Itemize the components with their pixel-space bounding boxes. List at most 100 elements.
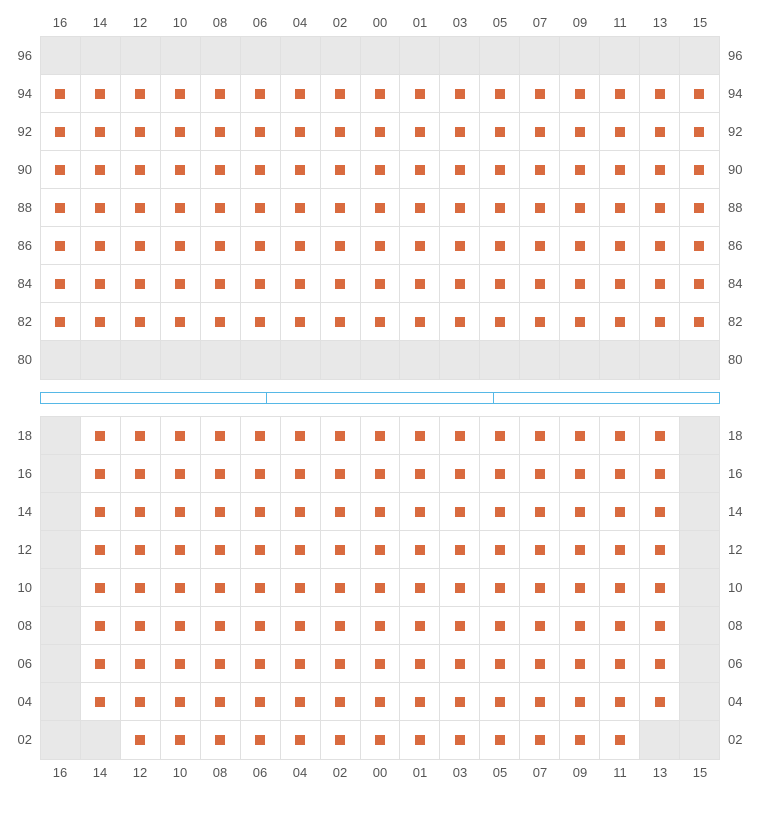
seat-cell[interactable]: [81, 569, 121, 606]
seat-cell[interactable]: [281, 683, 321, 720]
seat-cell[interactable]: [121, 417, 161, 454]
seat-cell[interactable]: [480, 303, 520, 340]
seat-cell[interactable]: [161, 455, 201, 492]
seat-cell[interactable]: [81, 607, 121, 644]
seat-cell[interactable]: [480, 569, 520, 606]
seat-cell[interactable]: [640, 569, 680, 606]
seat-cell[interactable]: [520, 417, 560, 454]
seat-cell[interactable]: [241, 607, 281, 644]
seat-cell[interactable]: [241, 721, 281, 759]
seat-cell[interactable]: [361, 569, 401, 606]
seat-cell[interactable]: [640, 455, 680, 492]
seat-cell[interactable]: [321, 531, 361, 568]
seat-cell[interactable]: [600, 189, 640, 226]
seat-cell[interactable]: [241, 227, 281, 264]
seat-cell[interactable]: [640, 151, 680, 188]
seat-cell[interactable]: [241, 417, 281, 454]
seat-cell[interactable]: [161, 265, 201, 302]
seat-cell[interactable]: [400, 683, 440, 720]
seat-cell[interactable]: [321, 417, 361, 454]
seat-cell[interactable]: [41, 75, 81, 112]
seat-cell[interactable]: [361, 265, 401, 302]
seat-cell[interactable]: [121, 683, 161, 720]
seat-cell[interactable]: [520, 493, 560, 530]
seat-cell[interactable]: [121, 531, 161, 568]
seat-cell[interactable]: [121, 303, 161, 340]
seat-cell[interactable]: [440, 721, 480, 759]
seat-cell[interactable]: [161, 531, 201, 568]
seat-cell[interactable]: [281, 113, 321, 150]
seat-cell[interactable]: [640, 531, 680, 568]
seat-cell[interactable]: [640, 303, 680, 340]
seat-cell[interactable]: [321, 151, 361, 188]
seat-cell[interactable]: [640, 683, 680, 720]
seat-cell[interactable]: [361, 113, 401, 150]
seat-cell[interactable]: [480, 683, 520, 720]
seat-cell[interactable]: [600, 683, 640, 720]
seat-cell[interactable]: [520, 531, 560, 568]
seat-cell[interactable]: [480, 75, 520, 112]
seat-cell[interactable]: [560, 75, 600, 112]
seat-cell[interactable]: [201, 113, 241, 150]
seat-cell[interactable]: [600, 151, 640, 188]
seat-cell[interactable]: [520, 645, 560, 682]
seat-cell[interactable]: [321, 569, 361, 606]
seat-cell[interactable]: [361, 531, 401, 568]
seat-cell[interactable]: [361, 455, 401, 492]
seat-cell[interactable]: [520, 189, 560, 226]
seat-cell[interactable]: [321, 189, 361, 226]
seat-cell[interactable]: [440, 303, 480, 340]
seat-cell[interactable]: [640, 417, 680, 454]
seat-cell[interactable]: [520, 569, 560, 606]
seat-cell[interactable]: [400, 721, 440, 759]
seat-cell[interactable]: [361, 721, 401, 759]
seat-cell[interactable]: [161, 721, 201, 759]
seat-cell[interactable]: [281, 265, 321, 302]
seat-cell[interactable]: [560, 151, 600, 188]
seat-cell[interactable]: [201, 75, 241, 112]
seat-cell[interactable]: [321, 227, 361, 264]
seat-cell[interactable]: [440, 645, 480, 682]
seat-cell[interactable]: [281, 721, 321, 759]
seat-cell[interactable]: [600, 531, 640, 568]
seat-cell[interactable]: [81, 531, 121, 568]
seat-cell[interactable]: [201, 265, 241, 302]
seat-cell[interactable]: [281, 493, 321, 530]
seat-cell[interactable]: [480, 417, 520, 454]
seat-cell[interactable]: [480, 265, 520, 302]
seat-cell[interactable]: [440, 531, 480, 568]
seat-cell[interactable]: [361, 493, 401, 530]
seat-cell[interactable]: [440, 683, 480, 720]
seat-cell[interactable]: [560, 303, 600, 340]
seat-cell[interactable]: [281, 75, 321, 112]
seat-cell[interactable]: [400, 569, 440, 606]
seat-cell[interactable]: [41, 189, 81, 226]
seat-cell[interactable]: [680, 75, 719, 112]
seat-cell[interactable]: [480, 531, 520, 568]
seat-cell[interactable]: [400, 645, 440, 682]
seat-cell[interactable]: [281, 227, 321, 264]
seat-cell[interactable]: [361, 75, 401, 112]
seat-cell[interactable]: [400, 303, 440, 340]
seat-cell[interactable]: [560, 607, 600, 644]
seat-cell[interactable]: [201, 151, 241, 188]
seat-cell[interactable]: [201, 569, 241, 606]
seat-cell[interactable]: [201, 721, 241, 759]
seat-cell[interactable]: [361, 303, 401, 340]
seat-cell[interactable]: [201, 417, 241, 454]
seat-cell[interactable]: [400, 493, 440, 530]
seat-cell[interactable]: [520, 607, 560, 644]
seat-cell[interactable]: [321, 721, 361, 759]
seat-cell[interactable]: [121, 227, 161, 264]
seat-cell[interactable]: [400, 455, 440, 492]
seat-cell[interactable]: [81, 493, 121, 530]
seat-cell[interactable]: [161, 303, 201, 340]
seat-cell[interactable]: [361, 645, 401, 682]
seat-cell[interactable]: [81, 113, 121, 150]
seat-cell[interactable]: [81, 645, 121, 682]
seat-cell[interactable]: [440, 227, 480, 264]
seat-cell[interactable]: [640, 645, 680, 682]
seat-cell[interactable]: [121, 75, 161, 112]
seat-cell[interactable]: [440, 189, 480, 226]
seat-cell[interactable]: [161, 151, 201, 188]
